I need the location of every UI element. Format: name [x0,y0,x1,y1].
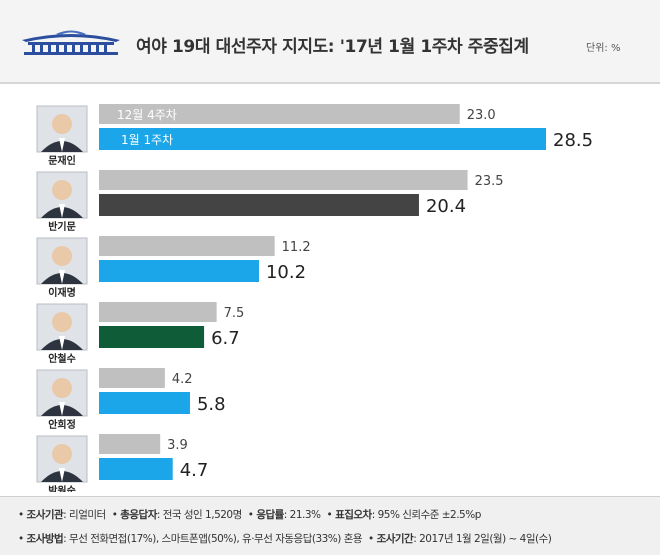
survey-info-line-1: • 조사기관: 리얼미터 • 총응답자: 전국 성인 1,520명 • 응답률: 2… [18,507,487,522]
bar-current-week [99,128,546,150]
bullet: • [247,509,257,521]
blue-house-logo-icon [22,30,120,55]
survey-info-label: 조사기간 [376,533,414,545]
survey-info: • 조사기관: 리얼미터 • 총응답자: 전국 성인 1,520명 • 응답률: 2… [0,496,660,555]
survey-info-item: • 표집오차: 95% 신뢰수준 ±2.5%p [326,509,482,521]
portrait-shirt-icon [59,336,65,350]
survey-info-value: : 21.3% [283,509,321,521]
header: 여야 19대 대선주자 지지도: '17년 1월 1주차 주중집계 단위: % [0,0,660,84]
survey-info-value: : 무선 전화면접(17%), 스마트폰앱(50%), 유·무선 자동응답(33… [63,533,363,545]
bar-current-week [99,260,259,282]
candidate-name: 안철수 [48,352,76,365]
bar-prev-week [99,170,468,190]
survey-info-item: • 응답률: 21.3% [248,509,321,521]
bullet: • [368,533,377,545]
bar-prev-week-value: 3.9 [167,438,188,453]
survey-info-value: : 전국 성인 1,520명 [156,509,242,521]
portrait-face-icon [52,378,72,398]
survey-info-item: • 조사방법: 무선 전화면접(17%), 스마트폰앱(50%), 유·무선 자… [18,533,363,545]
candidate-row: 이재명 11.2 10.2 [36,236,311,299]
survey-info-value: : 리얼미터 [63,509,106,521]
bar-prev-week-value: 23.5 [475,174,504,189]
bar-current-week-value: 6.7 [211,328,240,349]
survey-info-value: : 2017년 1월 2일(월) ~ 4일(수) [413,533,552,545]
bar-prev-week-value: 7.5 [224,306,245,321]
bullet: • [326,509,336,521]
survey-info-label: 표집오차 [335,509,372,521]
portrait-shirt-icon [59,204,65,218]
candidate-row: 안희정 4.2 5.8 [36,368,226,431]
candidate-row: 박원순 3.9 4.7 [36,434,209,492]
survey-info-value: : 95% 신뢰수준 ±2.5%p [371,509,482,521]
portrait-shirt-icon [59,138,65,152]
chart-title: 여야 19대 대선주자 지지도: '17년 1월 1주차 주중집계 [136,37,529,57]
bar-prev-week [99,236,275,256]
candidate-name: 박원순 [48,484,76,492]
portrait-shirt-icon [59,270,65,284]
candidate-row: 반기문 23.5 20.4 [36,170,504,233]
bar-current-week [99,326,205,348]
bar-current-week-value: 20.4 [426,196,466,217]
survey-info-label: 응답률 [256,509,284,521]
survey-info-item: • 총응답자: 전국 성인 1,520명 [111,509,243,521]
survey-info-label: 조사기관 [26,509,64,521]
candidate-name: 안희정 [48,418,76,431]
survey-info-line-2: • 조사방법: 무선 전화면접(17%), 스마트폰앱(50%), 유·무선 자… [18,531,557,546]
bar-current-week-value: 4.7 [180,460,209,481]
portrait-shirt-icon [59,468,65,482]
portrait-face-icon [52,180,72,200]
candidate-name: 반기문 [48,220,76,233]
bullet: • [18,509,27,521]
bar-current-week [99,194,419,216]
bar-current-week-value: 5.8 [197,394,226,415]
bar-prev-week [99,434,161,454]
portrait-face-icon [52,444,72,464]
portrait-face-icon [52,312,72,332]
bar-prev-week-value: 23.0 [467,108,496,123]
unit-label: 단위: % [586,43,621,54]
bar-prev-week-value: 4.2 [172,372,193,387]
survey-info-label: 조사방법 [26,533,64,545]
bar-prev-week-value: 11.2 [282,240,311,255]
bar-prev-week [99,368,165,388]
bar-current-week-value: 28.5 [553,130,593,151]
candidate-name: 이재명 [48,286,76,299]
candidate-row: 안철수 7.5 6.7 [36,302,245,365]
portrait-shirt-icon [59,402,65,416]
survey-info-item: • 조사기관: 리얼미터 [18,509,106,521]
legend-current-week: 1월 1주차 [121,133,173,147]
bullet: • [18,533,27,545]
bar-current-week [99,392,190,414]
bar-prev-week [99,302,217,322]
bullet: • [111,509,121,521]
candidate-name: 문재인 [48,154,76,167]
portrait-face-icon [52,246,72,266]
bar-current-week [99,458,173,480]
bar-prev-week [99,104,460,124]
bar-current-week-value: 10.2 [266,262,306,283]
candidate-row: 문재인 23.0 28.5 12월 4주차 1월 1주차 [36,104,593,167]
survey-info-label: 총응답자 [120,509,157,521]
legend-prev-week: 12월 4주차 [117,108,177,122]
portrait-face-icon [52,114,72,134]
survey-info-item: • 조사기간: 2017년 1월 2일(월) ~ 4일(수) [368,533,552,545]
